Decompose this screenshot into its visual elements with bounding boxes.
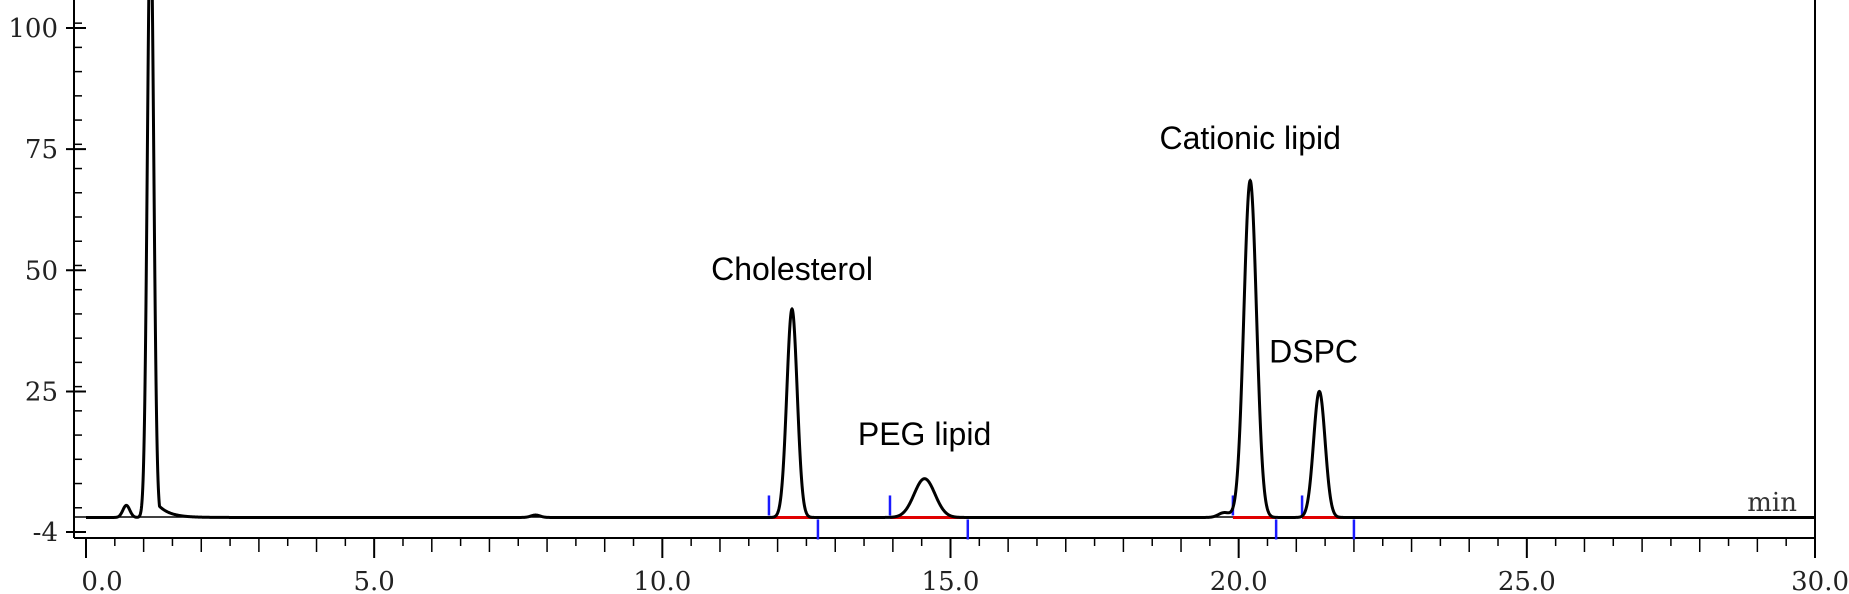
x-tick-label: 25.0 (1498, 567, 1556, 594)
y-tick-label: 50 (25, 256, 58, 286)
x-tick-label: 10.0 (633, 567, 691, 594)
x-unit-label: min (1747, 488, 1797, 518)
x-tick-label: 30.0 (1791, 567, 1849, 594)
peak-label: Cationic lipid (1159, 120, 1340, 156)
y-tick-label: 75 (25, 135, 58, 165)
y-tick-label: -4 (33, 518, 58, 548)
x-axis-ticks: 0.0 5.0 10.0 15.0 20.0 25.0 30.0 (81, 538, 1849, 594)
peak-label: PEG lipid (858, 416, 991, 452)
x-tick-label: 5.0 (353, 567, 394, 594)
peak-annotations: Cholesterol PEG lipid Cationic lipid DSPC (711, 120, 1358, 452)
x-tick-label: 0.0 (81, 567, 122, 594)
y-tick-label: 25 (25, 377, 58, 407)
peak-label: DSPC (1269, 333, 1358, 369)
x-tick-label: 20.0 (1210, 567, 1268, 594)
y-axis-ticks: 100 75 50 25 -4 (8, 14, 86, 548)
x-tick-label: 15.0 (922, 567, 980, 594)
y-tick-label: 100 (8, 14, 58, 44)
axes (73, 0, 1816, 539)
chromatogram-trace (86, 0, 1815, 519)
peak-label: Cholesterol (711, 251, 873, 287)
